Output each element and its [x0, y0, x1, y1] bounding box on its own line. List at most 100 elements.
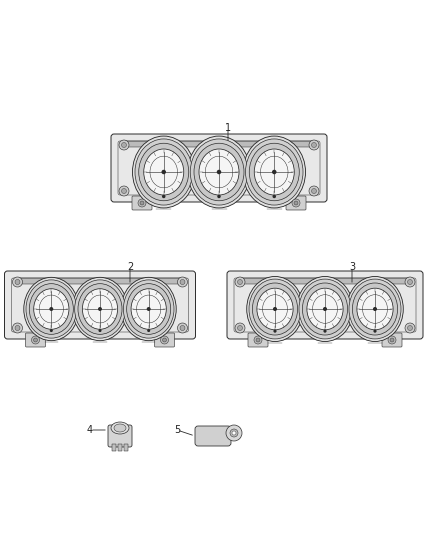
Ellipse shape [249, 279, 301, 339]
Ellipse shape [74, 280, 125, 338]
Ellipse shape [78, 284, 122, 334]
Ellipse shape [349, 279, 401, 339]
Circle shape [405, 323, 415, 333]
Text: 2: 2 [127, 262, 133, 272]
Circle shape [309, 186, 319, 196]
Circle shape [180, 279, 185, 285]
Circle shape [147, 307, 151, 311]
Bar [238, 278, 412, 284]
Ellipse shape [246, 139, 303, 205]
Circle shape [32, 336, 39, 344]
Ellipse shape [26, 280, 77, 338]
Ellipse shape [297, 277, 353, 342]
Ellipse shape [135, 139, 192, 205]
Circle shape [254, 336, 262, 344]
Ellipse shape [243, 136, 306, 208]
Circle shape [235, 277, 245, 287]
Ellipse shape [299, 279, 351, 339]
FancyBboxPatch shape [248, 333, 268, 347]
Circle shape [147, 329, 150, 332]
Circle shape [407, 279, 413, 285]
Circle shape [121, 189, 127, 193]
Circle shape [13, 277, 22, 287]
Ellipse shape [190, 139, 248, 205]
Circle shape [294, 201, 298, 205]
Bar [15, 278, 184, 284]
FancyBboxPatch shape [382, 333, 402, 347]
Circle shape [33, 338, 38, 342]
Ellipse shape [82, 289, 118, 329]
Circle shape [162, 169, 166, 174]
Circle shape [230, 429, 238, 437]
FancyBboxPatch shape [227, 271, 423, 339]
Circle shape [311, 189, 317, 193]
Circle shape [272, 169, 276, 174]
Ellipse shape [307, 288, 343, 330]
Text: 5: 5 [174, 425, 180, 435]
Circle shape [235, 323, 245, 333]
FancyBboxPatch shape [4, 271, 195, 339]
Text: 1: 1 [225, 123, 231, 133]
FancyBboxPatch shape [155, 333, 174, 347]
Text: 3: 3 [349, 262, 355, 272]
Ellipse shape [131, 289, 166, 329]
Circle shape [323, 307, 327, 311]
FancyBboxPatch shape [286, 196, 306, 210]
Circle shape [160, 336, 169, 344]
Circle shape [323, 329, 327, 333]
Circle shape [273, 307, 277, 311]
Circle shape [407, 326, 413, 330]
Circle shape [405, 277, 415, 287]
Circle shape [226, 425, 242, 441]
Circle shape [15, 279, 20, 285]
Circle shape [272, 195, 276, 198]
FancyBboxPatch shape [108, 425, 132, 447]
Ellipse shape [139, 143, 189, 201]
Circle shape [138, 199, 146, 207]
Ellipse shape [29, 284, 73, 334]
Circle shape [292, 199, 300, 207]
Ellipse shape [188, 136, 250, 208]
Ellipse shape [347, 277, 403, 342]
Ellipse shape [111, 422, 129, 434]
Circle shape [13, 323, 22, 333]
Ellipse shape [72, 277, 127, 341]
Ellipse shape [254, 149, 294, 195]
Ellipse shape [252, 283, 297, 335]
Ellipse shape [34, 289, 69, 329]
Circle shape [119, 186, 129, 196]
Ellipse shape [194, 143, 244, 201]
Ellipse shape [144, 149, 184, 195]
Circle shape [390, 338, 394, 342]
Bar [118, 444, 122, 451]
Circle shape [121, 142, 127, 148]
FancyBboxPatch shape [132, 196, 152, 210]
Ellipse shape [302, 283, 348, 335]
Ellipse shape [24, 277, 79, 341]
Circle shape [237, 326, 243, 330]
Circle shape [273, 329, 276, 333]
Circle shape [309, 140, 319, 150]
Bar [112, 444, 116, 451]
Circle shape [180, 326, 185, 330]
Circle shape [140, 201, 144, 205]
Circle shape [177, 323, 187, 333]
Ellipse shape [124, 280, 174, 338]
Circle shape [256, 338, 260, 342]
Circle shape [50, 329, 53, 332]
Circle shape [232, 431, 236, 435]
Circle shape [98, 307, 102, 311]
Ellipse shape [121, 277, 176, 341]
Circle shape [311, 142, 317, 148]
FancyBboxPatch shape [195, 426, 231, 446]
Circle shape [162, 195, 166, 198]
Ellipse shape [247, 277, 303, 342]
FancyBboxPatch shape [111, 134, 327, 202]
Circle shape [49, 307, 53, 311]
Circle shape [177, 277, 187, 287]
Ellipse shape [199, 149, 239, 195]
Circle shape [217, 169, 221, 174]
Circle shape [374, 329, 377, 333]
Circle shape [217, 195, 221, 198]
Text: 4: 4 [87, 425, 93, 435]
